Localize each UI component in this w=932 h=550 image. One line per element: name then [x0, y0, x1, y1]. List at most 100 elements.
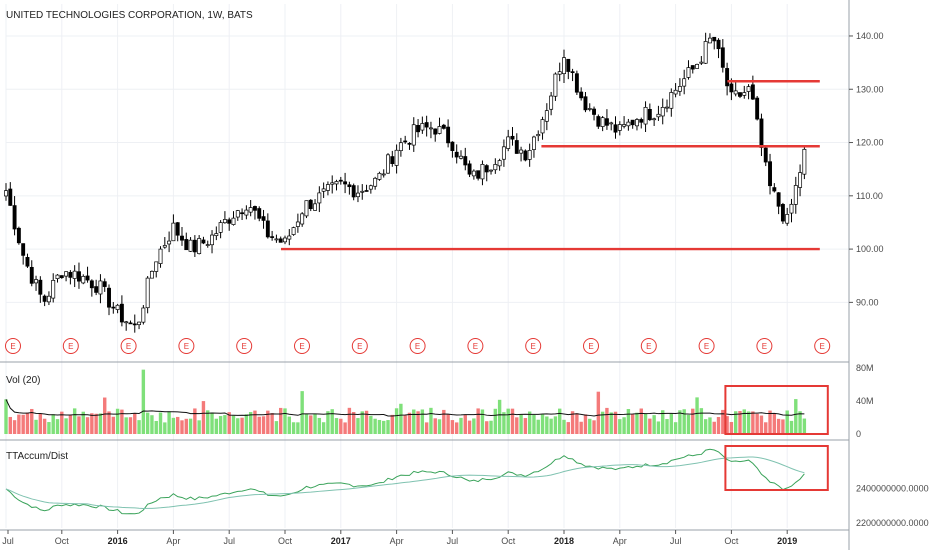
candle: [325, 184, 330, 191]
candle: [313, 203, 317, 211]
earnings-marker-label: E: [299, 342, 304, 351]
earnings-marker-label: E: [820, 342, 825, 351]
earnings-marker: [698, 338, 715, 354]
volume-bar: [600, 411, 605, 434]
candle: [29, 266, 34, 284]
candle: [295, 221, 300, 227]
candle: [733, 90, 738, 95]
volume-bar: [527, 411, 532, 434]
candle: [386, 154, 390, 174]
candle: [149, 270, 154, 279]
candle: [643, 106, 648, 125]
earnings-marker: [5, 338, 21, 354]
candle: [536, 134, 541, 137]
candle: [501, 146, 506, 160]
volume-bar: [545, 416, 549, 434]
volume-bar: [798, 411, 802, 434]
candle: [291, 227, 296, 235]
volume-bar: [287, 416, 291, 434]
volume-bar: [656, 421, 661, 434]
volume-bar: [802, 418, 807, 434]
volume-bar: [682, 409, 686, 434]
volume-bar: [703, 419, 708, 434]
x-tick-label: Jul: [2, 536, 14, 546]
candle: [793, 185, 798, 205]
volume-bar: [776, 418, 781, 434]
candle: [738, 92, 742, 97]
volume-bar: [592, 420, 596, 434]
candle: [248, 207, 253, 213]
candle: [592, 108, 596, 115]
candle: [626, 121, 631, 127]
volume-bar: [669, 413, 674, 434]
volume-tick-label: 40M: [856, 396, 874, 406]
volume-pane[interactable]: [4, 369, 829, 435]
x-tick-label: Apr: [166, 536, 180, 546]
volume-bar: [699, 408, 704, 434]
volume-title: Vol (20): [6, 375, 40, 386]
volume-bar: [794, 399, 798, 434]
volume-bar: [77, 416, 81, 434]
earnings-marker: [467, 338, 484, 354]
accum-dist-pane[interactable]: [5, 445, 829, 515]
volume-bar: [570, 411, 575, 434]
volume-bar: [588, 418, 592, 434]
candle: [257, 208, 262, 219]
x-tick-label: 2017: [331, 536, 351, 546]
volume-bar: [317, 417, 322, 434]
volume-bar: [60, 411, 64, 434]
candle: [81, 275, 86, 284]
candle: [789, 203, 794, 214]
volume-bar: [47, 422, 51, 434]
candle: [381, 173, 386, 176]
accum-tick-label: 2200000000.0000: [856, 518, 929, 528]
volume-bar: [145, 412, 150, 434]
volume-bar: [691, 408, 695, 434]
volume-bar: [270, 413, 274, 434]
candle: [729, 83, 734, 93]
volume-bar: [210, 412, 214, 434]
price-pane[interactable]: [4, 32, 820, 333]
accum-tick-label: 2400000000.0000: [856, 484, 929, 494]
candle: [424, 122, 429, 128]
candle: [308, 199, 313, 209]
volume-bar: [133, 413, 137, 434]
earnings-marker: [756, 338, 773, 354]
volume-bar: [695, 397, 699, 434]
volume-bar: [463, 414, 467, 434]
volume-bar: [188, 418, 193, 434]
volume-bar: [467, 420, 472, 434]
candle: [265, 220, 270, 238]
earnings-marker-label: E: [704, 342, 709, 351]
volume-bar: [321, 422, 326, 434]
candle: [171, 222, 176, 242]
candle: [304, 200, 309, 217]
volume-bar: [725, 416, 729, 434]
candle: [38, 279, 43, 295]
volume-bar: [17, 414, 21, 434]
candle: [377, 172, 382, 180]
volume-bar: [519, 413, 523, 434]
candle: [12, 205, 17, 230]
volume-bar: [51, 414, 55, 434]
candle: [124, 321, 129, 324]
candle: [759, 118, 764, 148]
y-tick-label: 130.00: [856, 84, 884, 94]
earnings-marker: [178, 338, 195, 354]
volume-bar: [394, 408, 399, 434]
candle: [544, 110, 549, 122]
candle: [707, 37, 712, 44]
volume-bar: [472, 418, 476, 434]
x-tick-label: 2016: [108, 536, 128, 546]
candle: [197, 238, 202, 255]
x-tick-label: Oct: [55, 536, 70, 546]
accum-ma-line: [5, 456, 805, 510]
volume-bar: [248, 412, 253, 434]
volume-bar: [223, 415, 227, 434]
volume-bar: [382, 420, 386, 434]
volume-bar: [115, 408, 120, 434]
volume-bar: [55, 419, 60, 434]
candle: [403, 140, 408, 143]
volume-bar: [154, 420, 158, 434]
